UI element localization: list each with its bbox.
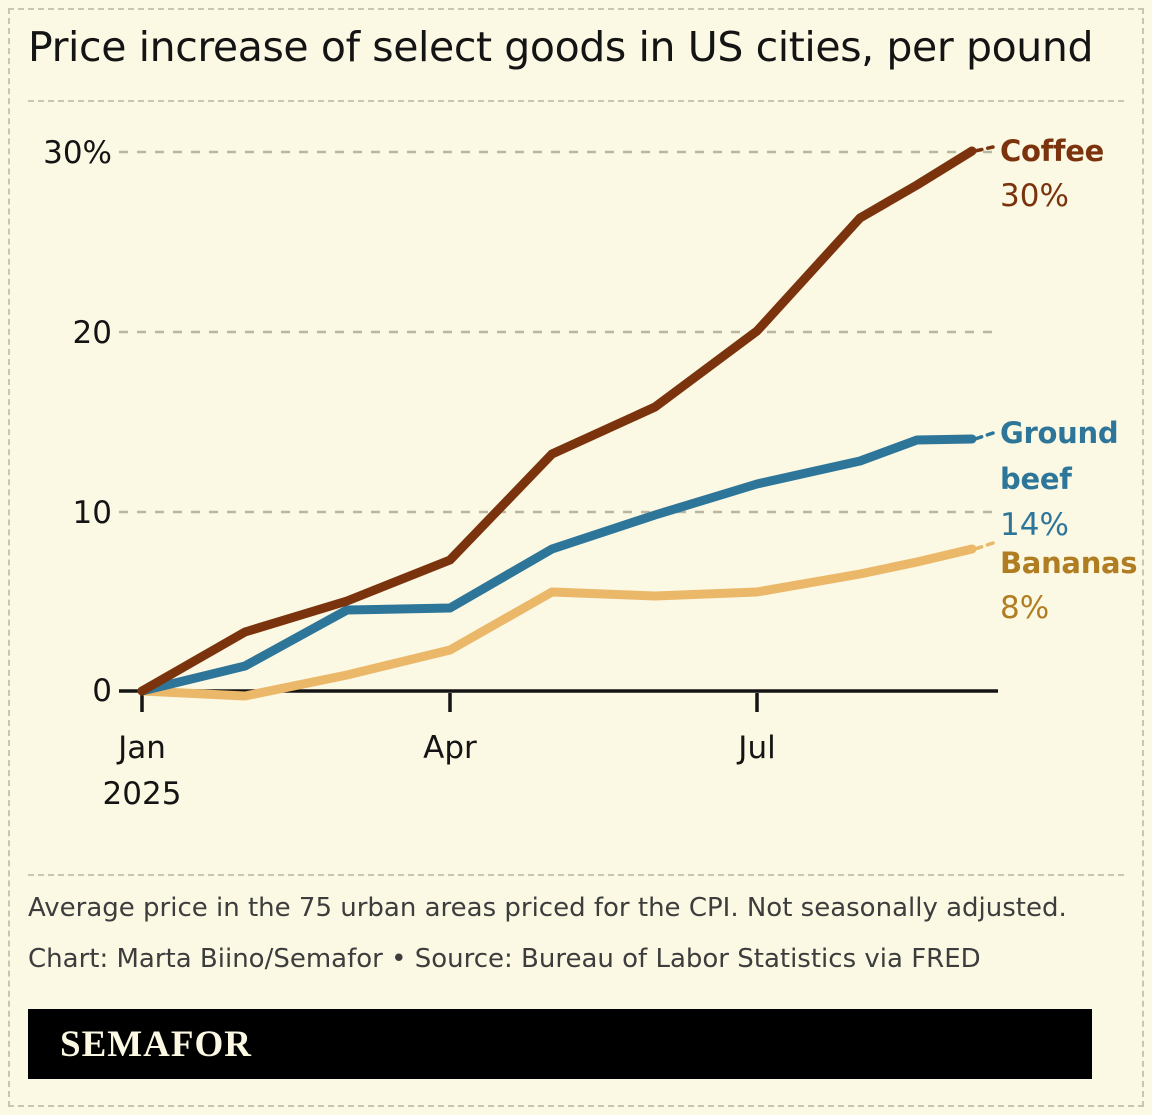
legend-label-coffee: Coffee: [1000, 134, 1104, 168]
y-tick-label-10: 10: [72, 495, 112, 531]
legend-value-bananas: 8%: [1000, 590, 1050, 626]
semafor-logo-bar: SEMAFOR: [28, 1009, 1092, 1079]
gridlines: [119, 150, 998, 514]
series-line-coffee: [137, 145, 995, 696]
x-tick-label-year: 2025: [102, 776, 182, 812]
x-tick-label-apr: Apr: [423, 730, 477, 766]
y-tick-label-20: 20: [72, 315, 112, 351]
series-line-bananas: [137, 541, 995, 701]
legend-label-ground-beef-text: Ground beef: [1000, 416, 1119, 496]
divider-bottom: [28, 874, 1124, 876]
legend-value-ground-beef: 14%: [1000, 507, 1069, 543]
legend-value-coffee: 30%: [1000, 178, 1069, 214]
y-tick-label-0: 0: [92, 673, 112, 709]
x-tick-label-jan: Jan: [118, 730, 166, 766]
page-title: Price increase of select goods in US cit…: [28, 23, 1094, 71]
divider-top: [28, 100, 1124, 102]
x-tick-label-jul: Jul: [738, 730, 776, 766]
chart-note-credit: Chart: Marta Biino/Semafor • Source: Bur…: [28, 944, 981, 974]
chart-note-methodology: Average price in the 75 urban areas pric…: [28, 893, 1067, 923]
semafor-logo-text: SEMAFOR: [60, 1024, 252, 1065]
y-tick-label-30: 30%: [43, 135, 112, 171]
legend-label-ground-beef: Ground beef: [1000, 410, 1150, 502]
legend-label-bananas: Bananas: [1000, 546, 1138, 580]
series-line-ground-beef: [137, 431, 995, 696]
